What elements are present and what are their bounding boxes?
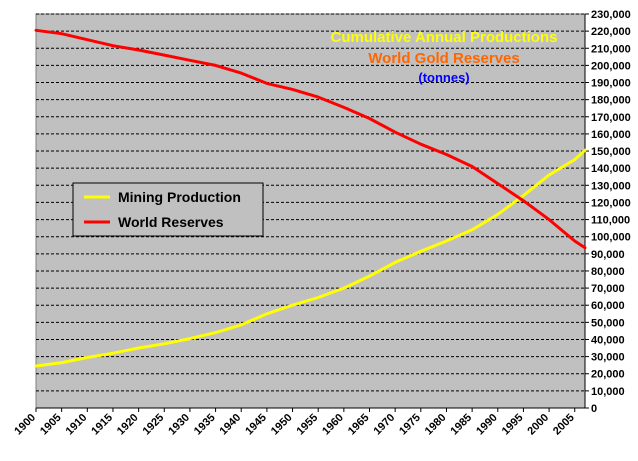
y-tick-label: 170,000 <box>591 112 631 124</box>
y-tick-label: 180,000 <box>591 95 631 107</box>
y-tick-label: 200,000 <box>591 60 631 72</box>
y-tick-label: 90,000 <box>591 249 625 261</box>
y-tick-label: 20,000 <box>591 369 625 381</box>
x-tick-label: 2000 <box>525 412 551 438</box>
x-tick-label: 1995 <box>500 412 526 438</box>
title-line-3: (tonnes) <box>418 70 469 85</box>
x-tick-label: 1965 <box>346 412 372 438</box>
x-tick-label: 2005 <box>551 412 577 438</box>
y-tick-label: 140,000 <box>591 163 631 175</box>
y-tick-label: 220,000 <box>591 26 631 38</box>
x-tick-label: 1905 <box>38 412 64 438</box>
x-tick-label: 1980 <box>423 412 449 438</box>
x-tick-label: 1985 <box>448 412 474 438</box>
legend: Mining Production World Reserves <box>72 182 264 237</box>
legend-label-mining: Mining Production <box>118 189 241 205</box>
y-tick-label: 150,000 <box>591 146 631 158</box>
legend-box <box>72 182 264 237</box>
x-tick-label: 1990 <box>474 412 500 438</box>
x-tick-label: 1940 <box>218 412 244 438</box>
y-tick-label: 30,000 <box>591 352 625 364</box>
x-tick-label: 1900 <box>12 412 38 438</box>
x-tick-label: 1975 <box>397 412 423 438</box>
x-tick-label: 1945 <box>243 412 269 438</box>
series-line-mining-production <box>34 148 587 368</box>
y-tick-label: 110,000 <box>591 215 630 227</box>
y-tick-label: 160,000 <box>591 129 631 141</box>
y-tick-label: 210,000 <box>591 43 631 55</box>
x-tick-label: 1970 <box>371 412 397 438</box>
x-tick-label: 1925 <box>141 412 167 438</box>
y-tick-label: 130,000 <box>591 180 631 192</box>
x-tick-label: 1960 <box>320 412 346 438</box>
y-tick-label: 80,000 <box>591 266 625 278</box>
x-tick-label: 1950 <box>269 412 295 438</box>
y-tick-label: 50,000 <box>591 317 625 329</box>
title-line-2: World Gold Reserves <box>368 50 519 67</box>
x-tick-label: 1910 <box>64 412 90 438</box>
legend-label-reserves: World Reserves <box>118 214 224 230</box>
y-tick-label: 70,000 <box>591 283 625 295</box>
x-tick-label: 1920 <box>115 412 141 438</box>
x-axis: 1900 1905 1910 1915 1920 1925 1930 1935 1940 1945… <box>12 407 585 438</box>
series-layer <box>34 28 587 368</box>
x-tick-label: 1955 <box>295 412 321 438</box>
y-tick-label: 40,000 <box>591 334 625 346</box>
x-tick-label: 1930 <box>166 412 192 438</box>
y-tick-label: 100,000 <box>591 232 631 244</box>
y-tick-label: 230,000 <box>591 9 631 21</box>
y-tick-label: 10,000 <box>591 386 625 398</box>
series-line-world-reserves <box>34 28 587 250</box>
y-tick-label: 60,000 <box>591 300 625 312</box>
x-tick-label: 1935 <box>192 412 218 438</box>
y-axis: 0 10,000 20,000 30,000 40,000 50,000 60,000 70,… <box>584 9 631 415</box>
y-tick-label: 0 <box>591 403 597 415</box>
x-tick-label: 1915 <box>89 412 115 438</box>
title-line-1: Cumulative Annual Productions <box>331 29 558 46</box>
y-tick-label: 120,000 <box>591 197 631 209</box>
y-tick-label: 190,000 <box>591 78 631 90</box>
chart-title: Cumulative Annual Productions World Gold… <box>331 29 558 85</box>
